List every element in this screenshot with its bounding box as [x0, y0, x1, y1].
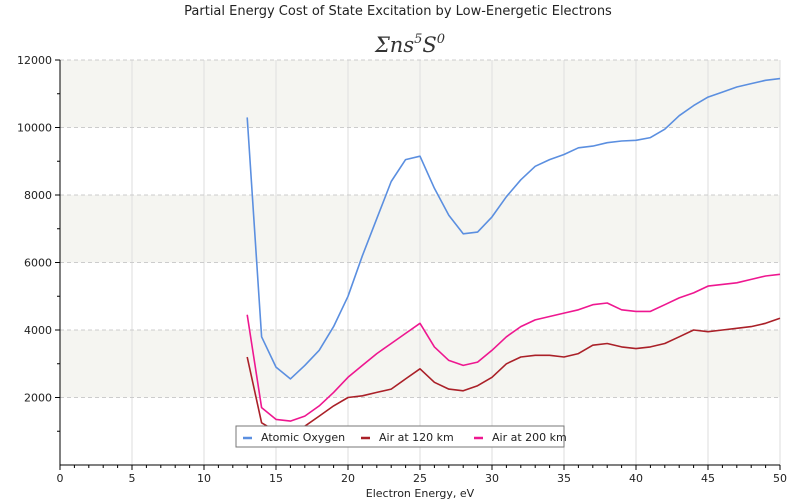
series-line-atomic-oxygen	[246, 77, 781, 380]
y-tick-label: 6000	[24, 257, 52, 270]
subtitle-sup2: 0	[437, 32, 445, 47]
x-tick-label: 5	[129, 472, 136, 485]
x-tick-label: 15	[269, 472, 283, 485]
y-tick-label: 10000	[17, 122, 52, 135]
x-tick-label: 30	[485, 472, 499, 485]
x-tick-label: 20	[341, 472, 355, 485]
x-tick-label: 0	[57, 472, 64, 485]
y-tick-label: 12000	[17, 54, 52, 67]
x-tick-label: 35	[557, 472, 571, 485]
legend-label: Atomic Oxygen	[261, 431, 345, 444]
subtitle-sup1: 5	[414, 32, 422, 47]
subtitle-ns: ns	[390, 33, 415, 57]
x-axis-label: Electron Energy, eV	[366, 487, 475, 500]
y-axis-ticks: 2000 4000 6000 8000 10000 12000	[17, 54, 60, 432]
chart-subtitle: Σns5S0	[374, 32, 445, 57]
legend: Atomic Oxygen Air at 120 km Air at 200 km	[235, 425, 567, 448]
legend-label: Air at 120 km	[379, 431, 454, 444]
x-tick-label: 50	[773, 472, 787, 485]
y-tick-label: 2000	[24, 392, 52, 405]
chart-title: Partial Energy Cost of State Excitation …	[184, 4, 612, 19]
x-tick-label: 10	[197, 472, 211, 485]
horizontal-gridlines	[60, 59, 780, 398]
legend-box	[235, 425, 565, 448]
x-tick-label: 45	[701, 472, 715, 485]
legend-label: Air at 200 km	[492, 431, 567, 444]
series-line-air-at-120-km	[246, 317, 781, 434]
y-tick-label: 8000	[24, 189, 52, 202]
x-tick-label: 40	[629, 472, 643, 485]
x-axis-ticks: 0 5 10 15 20 25 30 35 40 45 50	[57, 465, 787, 485]
x-tick-label: 25	[413, 472, 427, 485]
subtitle-s: S	[422, 33, 436, 57]
series-lines	[246, 77, 781, 434]
y-tick-label: 4000	[24, 324, 52, 337]
subtitle-sigma: Σ	[374, 33, 390, 57]
series-line-air-at-200-km	[246, 273, 781, 422]
